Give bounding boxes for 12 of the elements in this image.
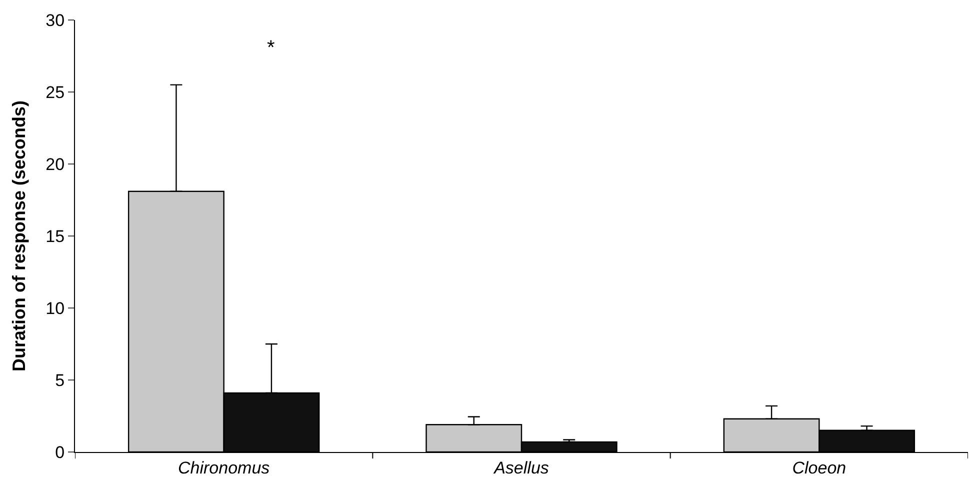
y-axis-title: Duration of response (seconds) [8, 100, 29, 372]
y-tick-label: 25 [46, 82, 65, 102]
x-tick-label: Asellus [493, 458, 550, 478]
y-tick-label: 5 [55, 370, 65, 390]
y-tick-label: 20 [46, 154, 65, 174]
y-tick-label: 30 [46, 10, 65, 30]
y-tick-label: 10 [46, 298, 65, 318]
annotation: * [267, 37, 275, 59]
y-tick-label: 15 [46, 226, 65, 246]
x-tick-label: Cloeon [792, 458, 846, 478]
y-tick-label: 0 [55, 442, 65, 462]
x-tick-label: Chironomus [178, 458, 270, 478]
